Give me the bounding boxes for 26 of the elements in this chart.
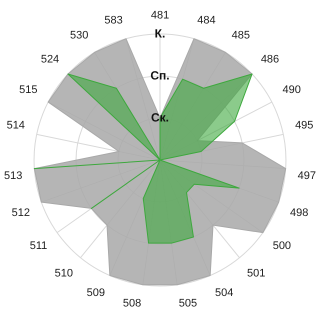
spoke-label: 512 [12,206,30,219]
spoke-label: 485 [232,30,250,42]
y-tick-label: Сп. [150,68,170,82]
spoke-label: 505 [178,297,198,310]
spoke-label: 500 [272,240,292,252]
spoke-label: 501 [247,268,266,280]
spoke-label: 481 [150,9,170,22]
spoke-label: 498 [290,206,308,219]
spoke-label: 524 [40,53,60,66]
y-tick-label: Ск. [150,110,170,124]
spoke-label: 511 [30,240,48,252]
spoke-label: 490 [282,84,301,96]
spoke-label: 583 [104,14,123,27]
spoke-label: 504 [214,287,234,300]
spoke-label: 514 [6,119,25,132]
spoke-label: 530 [70,30,88,42]
spoke-label: 515 [19,84,38,96]
spoke-label: 509 [86,287,106,300]
spoke-label: 513 [4,170,22,182]
spoke-label: 508 [122,297,142,310]
y-tick-label: К. [154,26,166,40]
spoke-label: 484 [197,14,216,27]
spoke-label: 486 [260,53,280,66]
spoke-label: 510 [54,268,73,280]
spoke-label: 495 [295,119,314,132]
spoke-label: 497 [298,170,316,182]
